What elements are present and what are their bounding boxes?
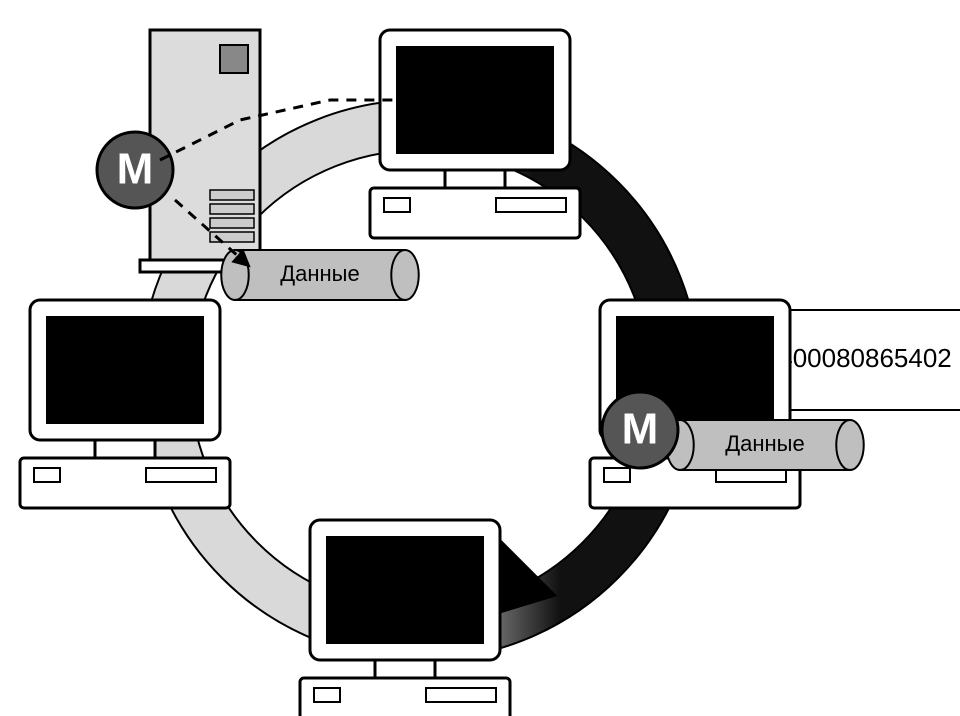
svg-text:M: M bbox=[117, 145, 154, 194]
computer-top bbox=[370, 30, 580, 238]
svg-text:400080865402: 400080865402 bbox=[778, 343, 952, 373]
svg-text:Данные: Данные bbox=[280, 261, 359, 286]
svg-text:Данные: Данные bbox=[725, 431, 804, 456]
token-server: M bbox=[97, 132, 173, 208]
svg-text:M: M bbox=[622, 405, 659, 454]
computer-left bbox=[20, 300, 230, 508]
data-cylinder-cyl-server: Данные bbox=[221, 250, 419, 300]
token-right: M bbox=[602, 392, 678, 468]
data-cylinder-cyl-right: Данные bbox=[666, 420, 864, 470]
computer-bottom bbox=[300, 520, 510, 716]
